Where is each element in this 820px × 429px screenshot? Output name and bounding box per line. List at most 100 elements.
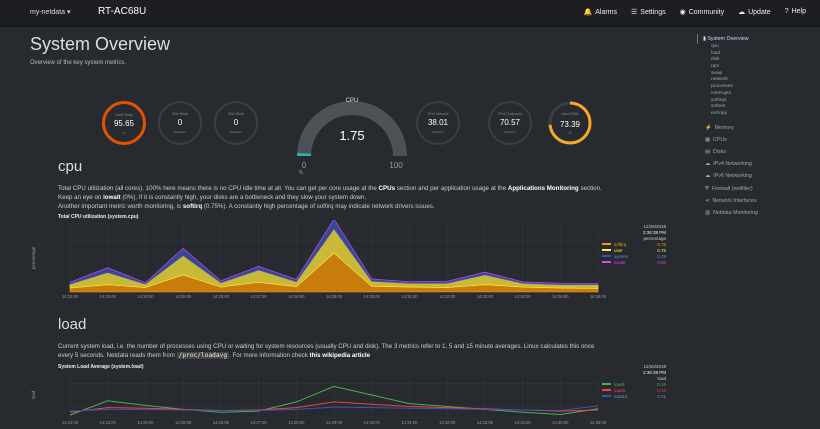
x-tick-label: 14:35:00 [552,420,569,425]
legend-row[interactable]: softirq 0.75 [602,241,666,247]
sidebar-item-label: Network Interfaces [712,197,757,204]
cpu-chart[interactable]: 14:22:00 14:23:00 14:24:00 14:25:00 14:26:00… [30,220,670,302]
legend-row[interactable]: load1 0.16 [602,381,666,387]
gauge-unit: % [299,170,304,174]
alarms-link[interactable]: 🔔 Alarms [584,8,618,16]
sidebar-subitem-disk[interactable]: disk [711,57,720,63]
cpus-link[interactable]: CPUs [378,185,396,192]
sidebar-item-label: Firewall (netfilter) [711,185,753,192]
sidebar-item-ipv4-networking[interactable]: ☁ IPv4 Networking [697,158,815,170]
sidebar-subitem-entropy[interactable]: entropy [711,110,727,116]
settings-link[interactable]: ☰ Settings [631,8,666,16]
ipv4-outbound-gauge[interactable]: IPv4 Outbound 70.57 kilobits/s [488,101,532,145]
legend-row[interactable]: load15 0.21 [602,393,666,399]
sidebar-item-label: Disks [713,148,726,155]
x-tick-label: 14:30:00 [364,420,381,425]
cpu-chart-title: Total CPU utilization (system.cpu) [58,214,139,220]
update-link[interactable]: ☁ Update [738,8,771,16]
gauge-title: IPv4 Inbound [427,112,449,116]
legend-value: 0.14 [657,387,666,393]
section-heading-load: load [58,316,87,333]
legend-swatch [602,249,611,251]
community-label: Community [688,9,725,16]
legend-row[interactable]: iowait 0.00 [602,259,666,265]
sidebar-subitem-swap[interactable]: swap [711,70,723,76]
x-tick-label: 14:32:00 [439,420,456,425]
sidebar-item-cpus[interactable]: ▦ CPUs [697,134,815,146]
series-line-load1 [69,385,599,416]
sidebar-item-disks[interactable]: ▤ Disks [697,146,815,158]
legend-swatch [602,395,611,397]
legend-unit: percentage [643,235,666,241]
disk-read-gauge[interactable]: Disk Read 0 kilobytes [158,101,202,145]
help-link[interactable]: ? Help [785,8,806,16]
sidebar-subitem-load[interactable]: load [711,50,721,56]
legend-unit: load [657,375,666,381]
x-tick-label: 14:22:00 [62,420,79,425]
x-tick-label: 14:25:00 [175,420,192,425]
sidebar-subitem-softirqs[interactable]: softirqs [711,97,727,103]
gauge-unit: kilobits/s [432,130,444,134]
sidebar-item-network-interfaces[interactable]: ⋖ Network Interfaces [697,195,815,207]
sidebar-subitem-interrupts[interactable]: interrupts [711,90,731,96]
gauge-title: Used Swap [115,113,133,117]
x-tick-label: 14:29:00 [326,420,343,425]
sidebar-item-firewall-netfilter[interactable]: ⛨ Firewall (netfilter) [697,183,815,195]
bell-icon: 🔔 [583,9,593,16]
community-link[interactable]: ◉ Community [680,8,725,16]
sliders-icon: ☰ [631,9,638,16]
sidebar-item-system-overview[interactable]: ▮ System Overview [697,34,815,44]
legend-name: load1 [614,381,626,387]
sidebar-subitem-softnet[interactable]: softnet [711,104,726,110]
legend-name: load15 [614,393,628,399]
sidebar-subitem-ram[interactable]: ram [711,64,720,70]
legend-row[interactable]: load5 0.14 [602,387,666,393]
cpu-legend: 12/26/2018 2:36:38 PM percentage softirq… [602,223,666,265]
top-nav: 🔔 Alarms ☰ Settings ◉ Community ☁ Update ? He… [584,8,806,16]
text: . For more information check [229,352,310,359]
gauge-unit: kilobytes [230,130,242,134]
disk-write-gauge[interactable]: Disk Write 0 kilobytes [214,101,258,145]
gauge-value: 38.01 [427,118,449,127]
x-tick-label: 14:36:00 [590,420,607,425]
legend-row[interactable]: system 0.25 [602,253,666,259]
y-axis-label: load [31,390,36,399]
sidebar-item-netdata-monitoring[interactable]: ▥ Netdata Monitoring [697,207,815,219]
softirq-label: softirq [182,203,203,210]
gauge-unit: kilobytes [174,130,186,134]
load-chart[interactable]: 14:22:00 14:23:00 14:24:00 14:25:00 14:26:00… [30,370,670,429]
sidebar-item-ipv6-networking[interactable]: ☁ IPv6 Networking [697,170,815,182]
x-tick-label: 14:29:00 [326,294,343,299]
x-tick-label: 14:24:00 [137,420,154,425]
legend-row[interactable]: user 0.75 [602,247,666,253]
sidebar-subitem-cpu[interactable]: cpu [711,44,719,49]
x-tick-label: 14:26:00 [213,294,230,299]
sidebar-subitem-network[interactable]: network [711,77,728,83]
sidebar-subitem-processes[interactable]: processes [711,84,733,90]
sidebar-item-label: CPUs [713,136,727,143]
legend-value: 0.21 [657,393,666,399]
ram-gauge[interactable]: Used RAM 73.39 % [547,100,593,146]
host-dropdown[interactable]: my-netdata ▾ [30,9,71,16]
apps-link[interactable]: Applications Monitoring [507,185,579,192]
swap-gauge[interactable]: Used Swap 95.65 % [102,101,146,145]
page-title: System Overview [30,34,171,54]
sidebar-item-label: Memory [714,124,734,131]
cpu-gauge[interactable]: CPU 1.75 0 100 % [292,94,412,174]
legend-value: 0.25 [657,253,666,259]
legend-value: 0.75 [657,241,666,247]
x-tick-label: 14:32:00 [439,294,456,299]
x-tick-label: 14:28:00 [288,420,305,425]
x-tick-label: 14:34:00 [514,294,531,299]
gauge-value: 1.75 [339,128,364,143]
ipv4-inbound-gauge[interactable]: IPv4 Inbound 38.01 kilobits/s [416,101,460,145]
wikipedia-link[interactable]: this wikipedia article [309,352,371,359]
sidebar-item-label: IPv6 Networking [713,173,752,180]
gauge-unit: % [122,131,126,135]
legend-name: system [614,253,629,259]
sidebar-item-memory[interactable]: ⚡ Memory [697,122,815,134]
main-content: System Overview Overview of the key syst… [30,30,670,429]
text: section and per application usage at the [395,185,508,192]
series-line-load15 [69,405,599,412]
github-icon: ◉ [679,9,686,16]
